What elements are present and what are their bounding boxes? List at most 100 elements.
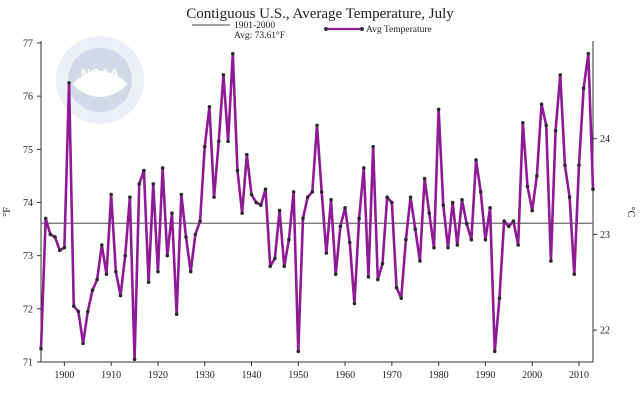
data-point bbox=[478, 190, 483, 194]
data-point bbox=[507, 224, 511, 229]
data-point bbox=[81, 341, 85, 346]
data-point bbox=[118, 293, 123, 298]
data-point bbox=[352, 301, 357, 306]
x-tick-label: 1910 bbox=[101, 370, 121, 381]
data-point bbox=[263, 187, 268, 192]
data-point bbox=[216, 139, 221, 144]
data-point bbox=[249, 192, 254, 197]
data-point bbox=[104, 272, 109, 277]
data-point bbox=[422, 176, 427, 181]
data-point bbox=[450, 200, 455, 205]
data-point bbox=[114, 269, 118, 274]
data-point bbox=[530, 208, 534, 213]
data-point bbox=[567, 195, 572, 199]
legend-series-label: Avg Temperature bbox=[366, 25, 432, 35]
data-point bbox=[160, 166, 165, 170]
data-point bbox=[371, 144, 375, 149]
noaa-logo-text: NOAA bbox=[81, 66, 120, 81]
data-point bbox=[188, 269, 193, 274]
y-tick-label: 73 bbox=[23, 251, 33, 262]
data-point bbox=[572, 272, 577, 277]
noaa-logo-bird-icon bbox=[72, 71, 128, 97]
y2-tick-label: 22 bbox=[600, 326, 610, 337]
data-point bbox=[319, 190, 324, 194]
x-tick-label: 1930 bbox=[195, 370, 215, 381]
data-point bbox=[525, 184, 530, 189]
data-point bbox=[441, 203, 446, 207]
data-point bbox=[563, 163, 567, 168]
data-point bbox=[591, 187, 595, 192]
data-point bbox=[39, 346, 43, 351]
x-tick-label: 2000 bbox=[522, 370, 542, 381]
data-point bbox=[235, 168, 240, 173]
data-point bbox=[170, 211, 174, 215]
x-tick-label: 1980 bbox=[429, 370, 449, 381]
x-tick-label: 1940 bbox=[242, 370, 262, 381]
data-point bbox=[146, 280, 151, 285]
data-point bbox=[174, 312, 179, 316]
y2-tick-label: 24 bbox=[600, 134, 610, 145]
data-point bbox=[254, 200, 258, 205]
data-point bbox=[347, 240, 352, 245]
data-point bbox=[366, 275, 371, 279]
data-point bbox=[142, 168, 146, 173]
y-tick-label: 72 bbox=[23, 304, 33, 315]
chart-title: Contiguous U.S., Average Temperature, Ju… bbox=[186, 6, 454, 22]
data-point bbox=[62, 245, 67, 250]
data-point bbox=[53, 235, 57, 239]
data-point bbox=[109, 192, 113, 197]
data-point bbox=[432, 245, 436, 250]
y-tick-label: 76 bbox=[23, 92, 33, 103]
data-point bbox=[57, 248, 62, 253]
data-point bbox=[497, 296, 502, 301]
noaa-logo-outer-icon bbox=[56, 36, 144, 124]
x-tick-label: 1990 bbox=[475, 370, 495, 381]
data-point bbox=[361, 166, 366, 170]
x-tick-label: 2010 bbox=[569, 370, 589, 381]
data-point bbox=[516, 243, 520, 247]
data-point bbox=[193, 232, 198, 237]
data-point bbox=[558, 73, 563, 77]
y-axis-left-unit: °F bbox=[2, 207, 13, 217]
legend-series-marker-left bbox=[324, 27, 328, 31]
data-point bbox=[315, 123, 319, 128]
data-point bbox=[413, 227, 418, 231]
data-point bbox=[76, 309, 81, 314]
data-point bbox=[511, 219, 516, 223]
data-point bbox=[586, 51, 591, 56]
data-point bbox=[404, 237, 408, 242]
data-point bbox=[521, 120, 525, 125]
x-tick-label: 1920 bbox=[148, 370, 168, 381]
data-point bbox=[380, 261, 385, 266]
data-point bbox=[310, 190, 315, 194]
data-point bbox=[43, 216, 48, 221]
data-point bbox=[259, 203, 263, 207]
data-point bbox=[492, 349, 497, 354]
data-point bbox=[277, 208, 282, 213]
data-point bbox=[221, 73, 226, 77]
y2-axis-ticks: 22 23 24 bbox=[593, 134, 610, 337]
data-point bbox=[338, 224, 343, 229]
data-point bbox=[305, 195, 310, 199]
data-point bbox=[577, 163, 581, 168]
data-point bbox=[128, 195, 132, 199]
data-point bbox=[282, 264, 287, 269]
data-point bbox=[156, 269, 160, 274]
y-axis-right-unit: °C bbox=[625, 207, 636, 218]
data-point bbox=[324, 251, 329, 255]
data-point bbox=[90, 288, 95, 293]
data-point bbox=[399, 296, 404, 301]
data-point bbox=[245, 152, 249, 157]
data-point bbox=[464, 221, 469, 226]
x-tick-label: 1950 bbox=[288, 370, 308, 381]
data-point bbox=[460, 198, 464, 202]
data-point bbox=[502, 219, 506, 223]
data-point bbox=[535, 174, 539, 178]
data-point bbox=[427, 211, 432, 215]
data-point bbox=[539, 102, 544, 106]
data-point bbox=[123, 253, 127, 258]
data-point bbox=[553, 128, 558, 133]
data-point bbox=[212, 195, 216, 199]
data-point bbox=[137, 182, 142, 186]
